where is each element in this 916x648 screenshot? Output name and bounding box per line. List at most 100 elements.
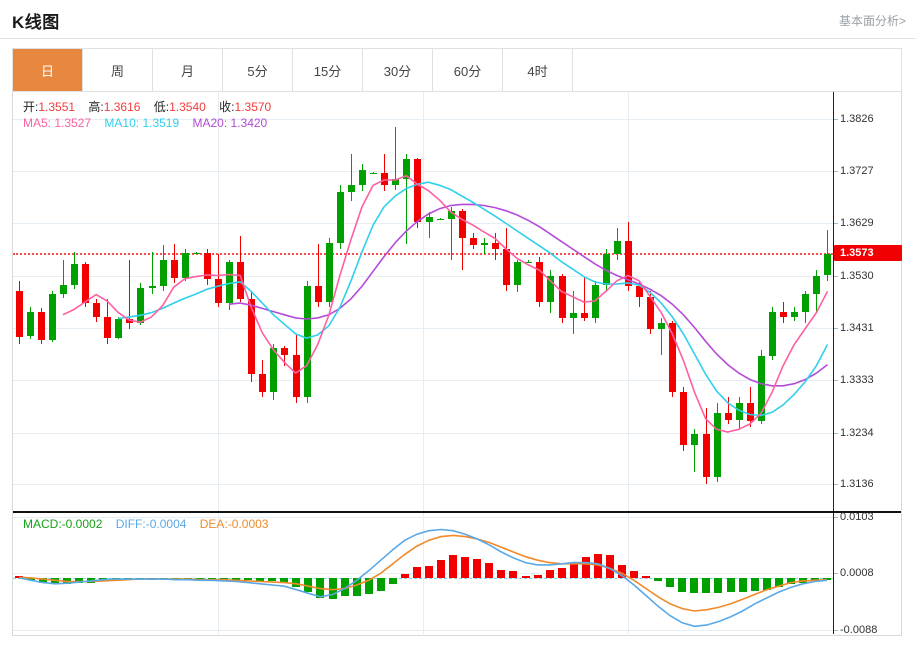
tab-label: 60分 <box>453 63 482 79</box>
tab-3[interactable]: 5分 <box>223 49 293 91</box>
macd-histogram-bar <box>654 577 662 582</box>
tab-4[interactable]: 15分 <box>293 49 363 91</box>
macd-histogram-bar <box>15 576 23 579</box>
tab-0[interactable]: 日 <box>13 49 83 91</box>
macd-histogram-bar <box>353 577 361 596</box>
macd-histogram-bar <box>304 577 312 593</box>
candle-body <box>613 240 621 255</box>
candle-wick <box>406 153 407 244</box>
page-title: K线图 <box>12 13 60 32</box>
tab-5[interactable]: 30分 <box>363 49 433 91</box>
close-label: 收: <box>219 100 235 114</box>
macd-pane: 0.0103 0.0008 -0.0088 MACD:-0.0002 DIFF:-0… <box>13 511 901 636</box>
candle-body <box>380 172 388 186</box>
price-plot-area[interactable] <box>13 92 833 511</box>
macd-histogram-bar <box>497 569 505 578</box>
candle-body <box>136 288 144 324</box>
candle-body <box>26 311 34 337</box>
tabbar-spacer <box>573 49 901 91</box>
candle-body <box>436 219 444 221</box>
macd-gridline-vertical <box>423 513 424 634</box>
macd-histogram-bar <box>546 570 554 578</box>
price-axis-tick <box>834 432 838 434</box>
candle-body <box>635 286 643 297</box>
candle-body <box>724 413 732 420</box>
macd-histogram-bar <box>727 577 735 593</box>
macd-histogram-bar <box>606 555 614 578</box>
ma5-label: MA5: <box>23 116 52 130</box>
ma10-line <box>118 181 829 417</box>
candle-body <box>347 185 355 192</box>
macd-histogram-bar <box>522 575 530 578</box>
candle-body <box>192 253 200 255</box>
candle-body <box>170 259 178 278</box>
candle-body <box>558 275 566 318</box>
price-axis-label: 1.3136 <box>840 478 874 491</box>
macd-histogram-bar <box>570 563 578 578</box>
macd-histogram-bar <box>666 577 674 587</box>
candle-body <box>768 311 776 357</box>
candle-body <box>391 178 399 186</box>
candle-body <box>812 275 820 294</box>
candle-body <box>790 311 798 317</box>
ohlc-info-row: 开:1.3551 高:1.3616 低:1.3540 收:1.3570 <box>23 98 271 115</box>
price-axis-tick <box>834 484 838 486</box>
low-label: 低: <box>153 100 170 114</box>
tab-label: 5分 <box>247 63 268 79</box>
macd-histogram-bar <box>690 577 698 594</box>
candle-body <box>48 293 56 341</box>
candle-body <box>292 355 300 398</box>
tab-label: 周 <box>110 63 124 79</box>
candle-body <box>37 311 45 341</box>
macd-histogram-bar <box>739 577 747 593</box>
candle-body <box>59 285 67 294</box>
price-gridline-vertical <box>628 92 629 511</box>
candle-body <box>458 210 466 239</box>
ma20-label: MA20: <box>192 116 228 130</box>
candle-body <box>214 278 222 304</box>
candle-body <box>236 262 244 300</box>
macd-histogram-bar <box>341 577 349 596</box>
candle-body <box>757 356 765 421</box>
tab-7[interactable]: 4时 <box>503 49 573 91</box>
macd-histogram-bar <box>232 577 240 580</box>
candle-body <box>580 312 588 318</box>
fundamental-analysis-link[interactable]: 基本面分析> <box>838 14 906 28</box>
price-axis-tick <box>834 171 838 173</box>
price-axis-label: 1.3333 <box>840 373 874 386</box>
macd-histogram-bar <box>678 577 686 593</box>
macd-histogram-bar <box>582 556 590 578</box>
candle-body <box>646 296 654 329</box>
tab-label: 4时 <box>527 63 548 79</box>
ma20-value: 1.3420 <box>230 116 268 130</box>
price-axis-label: 1.3826 <box>840 112 874 125</box>
macd-plot-area[interactable] <box>13 513 833 634</box>
ma-info-row: MA5: 1.3527 MA10: 1.3519 MA20: 1.3420 <box>23 116 267 130</box>
candle-body <box>280 347 288 356</box>
diff-line <box>18 528 828 628</box>
macd-histogram-bar <box>558 568 566 578</box>
candle-body <box>480 242 488 245</box>
current-price-badge: 1.3573 <box>834 244 902 261</box>
candle-body <box>325 242 333 303</box>
candle-wick <box>129 259 130 329</box>
macd-histogram-bar <box>377 577 385 591</box>
pane-divider <box>13 511 901 513</box>
candle-body <box>314 286 322 303</box>
close-value: 1.3570 <box>234 100 272 114</box>
macd-histogram-bar <box>256 577 264 581</box>
tab-1[interactable]: 周 <box>83 49 153 91</box>
price-axis-tick <box>834 118 838 120</box>
tab-2[interactable]: 月 <box>153 49 223 91</box>
candle-body <box>569 312 577 318</box>
candle-body <box>225 262 233 304</box>
price-axis: 1.3826 1.3727 1.3629 1.3530 1.3431 1.3333 1.32… <box>833 92 902 511</box>
macd-histogram-bar <box>280 577 288 583</box>
macd-histogram-bar <box>811 577 819 581</box>
candle-body <box>679 392 687 446</box>
candle-body <box>269 347 277 393</box>
candle-body <box>546 275 554 303</box>
tab-6[interactable]: 60分 <box>433 49 503 91</box>
macd-histogram-bar <box>39 577 47 583</box>
candle-body <box>203 253 211 279</box>
